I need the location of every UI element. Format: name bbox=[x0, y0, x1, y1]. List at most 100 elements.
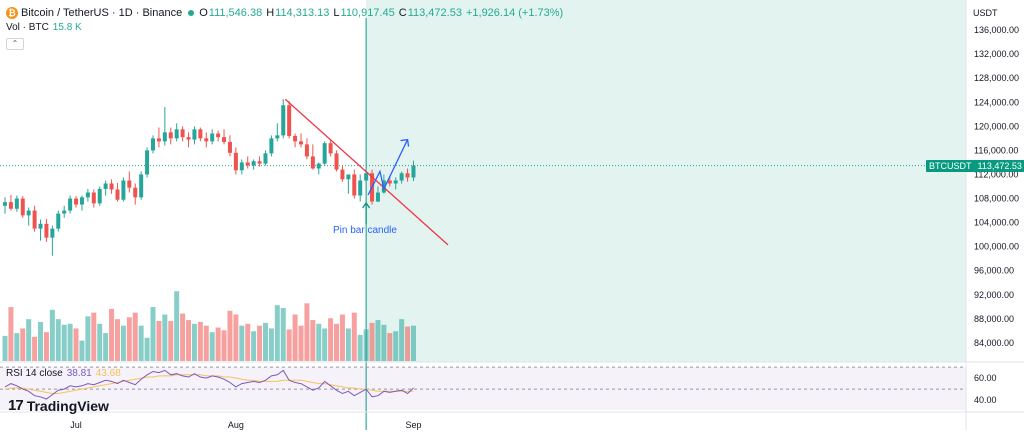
candle-body bbox=[293, 135, 298, 142]
volume-bar bbox=[14, 333, 20, 361]
candle-body bbox=[121, 180, 126, 200]
candle-body bbox=[8, 202, 13, 209]
volume-bar bbox=[262, 322, 268, 361]
candle-body bbox=[387, 180, 392, 184]
price-tick-label: 108,000.00 bbox=[974, 194, 1019, 204]
volume-label: Vol · BTC bbox=[6, 22, 49, 33]
volume-legend[interactable]: Vol · BTC 15.8 K bbox=[6, 22, 82, 33]
candle-body bbox=[299, 141, 303, 145]
volume-bar bbox=[114, 319, 120, 361]
volume-bar bbox=[239, 325, 245, 361]
candle-body bbox=[103, 183, 108, 189]
chart-header: ₿ Bitcoin / TetherUS · 1D · Binance O 11… bbox=[6, 5, 567, 21]
price-tick-label: 92,000.00 bbox=[974, 290, 1014, 300]
candle-body bbox=[411, 165, 416, 178]
current-price-tag: BTCUSDT 113,472.53 bbox=[926, 159, 1024, 172]
candle-body bbox=[168, 132, 173, 139]
price-tick-label: 120,000.00 bbox=[974, 121, 1019, 131]
volume-bar bbox=[410, 325, 416, 361]
candle-body bbox=[91, 192, 96, 204]
candle-body bbox=[281, 105, 286, 136]
chevron-up-icon[interactable]: ⌃ bbox=[6, 38, 24, 50]
trend-line bbox=[284, 98, 449, 246]
rsi-label: RSI 14 close bbox=[6, 368, 63, 379]
volume-bar bbox=[221, 330, 227, 361]
volume-bar bbox=[257, 325, 263, 361]
price-tick-label: 104,000.00 bbox=[974, 218, 1019, 228]
volume-bar bbox=[345, 328, 351, 361]
candle-body bbox=[115, 189, 120, 200]
volume-bar bbox=[357, 334, 363, 361]
volume-bar bbox=[280, 307, 286, 361]
pin-bar-annotation[interactable]: Pin bar candle bbox=[333, 225, 397, 236]
candle-body bbox=[310, 156, 315, 169]
candle-body bbox=[222, 137, 227, 142]
volume-bar bbox=[286, 329, 292, 361]
candle-body bbox=[20, 198, 25, 216]
candle-body bbox=[405, 173, 410, 178]
volume-bar bbox=[186, 320, 192, 361]
candle-body bbox=[85, 192, 90, 198]
volume-bar bbox=[381, 324, 387, 361]
candle-body bbox=[174, 129, 179, 139]
market-status-icon bbox=[188, 10, 195, 16]
volume-bar bbox=[298, 325, 304, 361]
volume-bar bbox=[180, 313, 186, 361]
volume-bar bbox=[268, 328, 274, 361]
volume-bar bbox=[156, 321, 162, 361]
candle-body bbox=[50, 228, 55, 238]
rsi-band bbox=[0, 367, 966, 410]
candle-body bbox=[239, 162, 244, 171]
volume-bar bbox=[316, 323, 322, 361]
candle-body bbox=[287, 105, 292, 136]
price-tick-label: 112,000.00 bbox=[974, 169, 1018, 179]
volume-bar bbox=[55, 319, 61, 361]
volume-bar bbox=[328, 318, 334, 361]
ohlc-change-value: +1,926.14 (+1.73%) bbox=[465, 7, 564, 19]
symbol-title[interactable]: Bitcoin / TetherUS · 1D · Binance bbox=[21, 7, 183, 19]
future-range-shade bbox=[366, 0, 966, 362]
volume-bar bbox=[339, 314, 345, 361]
candle-body bbox=[44, 223, 49, 238]
candle-body bbox=[251, 161, 256, 166]
volume-bar bbox=[132, 312, 138, 361]
volume-bar bbox=[168, 321, 174, 361]
current-price-symbol: BTCUSDT bbox=[929, 160, 972, 171]
volume-bar bbox=[292, 314, 298, 361]
candle-body bbox=[275, 135, 280, 139]
volume-bar bbox=[38, 321, 44, 361]
candle-body bbox=[364, 173, 369, 181]
price-tick-label: 132,000.00 bbox=[974, 49, 1019, 59]
volume-bar bbox=[126, 317, 132, 361]
volume-bar bbox=[109, 308, 115, 361]
volume-bar bbox=[251, 331, 257, 361]
volume-bar bbox=[32, 336, 38, 361]
volume-bar bbox=[20, 328, 26, 361]
tradingview-logo[interactable]: 17 TradingView bbox=[8, 397, 109, 414]
ohlc-close-value: 113,472.53 bbox=[407, 7, 462, 19]
candle-body bbox=[180, 129, 185, 138]
volume-bar bbox=[150, 307, 156, 361]
rsi-legend[interactable]: RSI 14 close 38.81 43.68 bbox=[6, 368, 121, 379]
candle-body bbox=[334, 153, 339, 170]
candle-body bbox=[139, 174, 144, 198]
price-tick-label: 100,000.00 bbox=[974, 242, 1019, 252]
candle-body bbox=[216, 133, 221, 138]
volume-bar bbox=[103, 333, 109, 361]
price-axis-unit[interactable]: USDT bbox=[973, 8, 998, 18]
price-tick-label: 136,000.00 bbox=[974, 25, 1019, 35]
rsi-tick-label: 40.00 bbox=[974, 395, 997, 405]
candle-body bbox=[151, 138, 155, 151]
volume-bar bbox=[67, 323, 73, 361]
candle-body bbox=[198, 129, 203, 139]
volume-bar bbox=[334, 323, 340, 361]
volume-bar bbox=[215, 327, 221, 361]
candle-body bbox=[68, 198, 73, 211]
current-price-value: 113,472.53 bbox=[977, 160, 1022, 171]
candle-body bbox=[162, 132, 167, 142]
volume-bar bbox=[97, 323, 103, 361]
volume-bar bbox=[91, 312, 97, 361]
time-axis-label: Sep bbox=[405, 420, 421, 430]
